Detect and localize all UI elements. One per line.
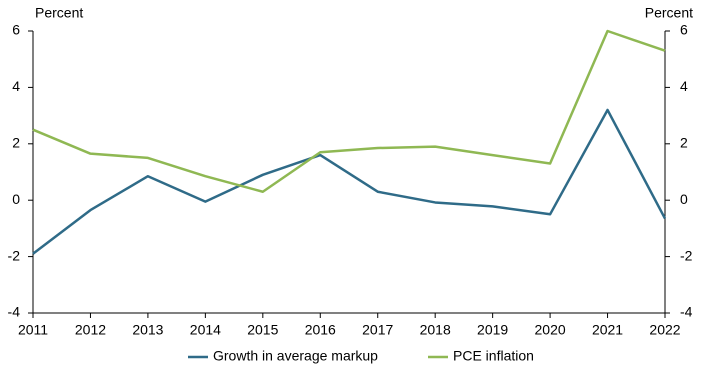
y-tick-label: 0	[12, 191, 20, 207]
series-line	[32, 29, 666, 193]
legend-label: Growth in average markup	[213, 348, 378, 364]
x-tick-label: 2012	[75, 322, 106, 338]
y2-axis-title: Percent	[645, 5, 693, 21]
y-tick-label: -2	[8, 247, 21, 263]
y-tick-label: 6	[12, 22, 20, 38]
x-tick-label: 2021	[592, 322, 623, 338]
x-tick-label: 2017	[362, 322, 393, 338]
x-tick-label: 2020	[535, 322, 566, 338]
legend-label: PCE inflation	[453, 348, 534, 364]
y2-tick-label: -2	[680, 247, 693, 263]
x-tick-label: 2018	[420, 322, 451, 338]
series-line	[32, 108, 667, 255]
y2-tick-label: 0	[680, 191, 688, 207]
x-tick-label: 2016	[305, 322, 336, 338]
y2-tick-label: 2	[680, 135, 688, 151]
y-tick-label: -4	[8, 304, 21, 320]
y-tick-label: 4	[12, 78, 20, 94]
x-tick-label: 2011	[18, 322, 48, 338]
x-tick-label: 2013	[132, 322, 163, 338]
x-tick-label: 2019	[477, 322, 508, 338]
x-tick-label: 2022	[649, 322, 680, 338]
y2-tick-label: 6	[680, 22, 688, 38]
x-tick-label: 2015	[247, 322, 278, 338]
x-tick-label: 2014	[190, 322, 221, 338]
y-axis-title: Percent	[35, 5, 83, 21]
y2-tick-label: 4	[680, 78, 688, 94]
y2-tick-label: -4	[680, 304, 693, 320]
y-tick-label: 2	[12, 135, 20, 151]
